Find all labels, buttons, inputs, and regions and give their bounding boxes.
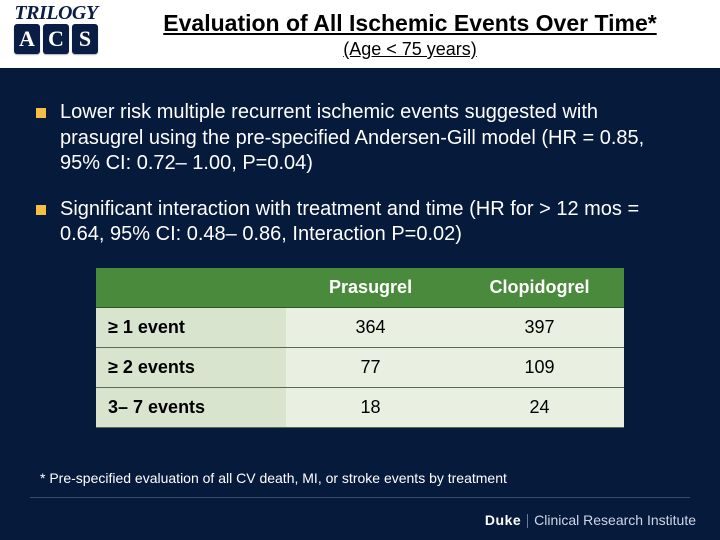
logo-top-text: TRILOGY [6, 4, 106, 22]
logo-acs-c: C [43, 24, 69, 54]
footer-divider [30, 497, 690, 498]
trilogy-logo: TRILOGY A C S [6, 4, 106, 82]
table-cell: 18 [286, 387, 455, 427]
table-header-cell: Prasugrel [286, 268, 455, 308]
bullet-marker-icon [36, 205, 46, 215]
table-row-label: ≥ 1 event [96, 307, 286, 347]
footer-logo: Duke Clinical Research Institute [485, 512, 696, 528]
bullet-marker-icon [36, 108, 46, 118]
table-header-row: Prasugrel Clopidogrel [96, 268, 624, 308]
footer-institute: Clinical Research Institute [534, 512, 696, 528]
table-row: ≥ 2 events 77 109 [96, 347, 624, 387]
events-table-wrap: Prasugrel Clopidogrel ≥ 1 event 364 397 … [96, 268, 624, 428]
table-cell: 397 [455, 307, 624, 347]
footer-duke: Duke [485, 512, 521, 528]
table-cell: 77 [286, 347, 455, 387]
bullet-item: Lower risk multiple recurrent ischemic e… [36, 100, 684, 177]
table-row-label: 3– 7 events [96, 387, 286, 427]
table-header-cell: Clopidogrel [455, 268, 624, 308]
table-row-label: ≥ 2 events [96, 347, 286, 387]
table-row: 3– 7 events 18 24 [96, 387, 624, 427]
table-header-cell [96, 268, 286, 308]
content-area: Lower risk multiple recurrent ischemic e… [36, 100, 684, 428]
page-title: Evaluation of All Ischemic Events Over T… [108, 10, 712, 37]
table-cell: 109 [455, 347, 624, 387]
footnote: * Pre-specified evaluation of all CV dea… [40, 470, 507, 486]
page-subtitle: (Age < 75 years) [108, 39, 712, 60]
table-cell: 364 [286, 307, 455, 347]
table-row: ≥ 1 event 364 397 [96, 307, 624, 347]
title-block: Evaluation of All Ischemic Events Over T… [108, 10, 712, 60]
logo-acs: A C S [6, 24, 106, 54]
events-table: Prasugrel Clopidogrel ≥ 1 event 364 397 … [96, 268, 624, 428]
footer-divider-bar [527, 514, 528, 528]
bullet-item: Significant interaction with treatment a… [36, 197, 684, 248]
bullet-text: Significant interaction with treatment a… [60, 197, 684, 248]
logo-acs-s: S [72, 24, 98, 54]
table-cell: 24 [455, 387, 624, 427]
bullet-text: Lower risk multiple recurrent ischemic e… [60, 100, 684, 177]
logo-acs-a: A [14, 24, 40, 54]
